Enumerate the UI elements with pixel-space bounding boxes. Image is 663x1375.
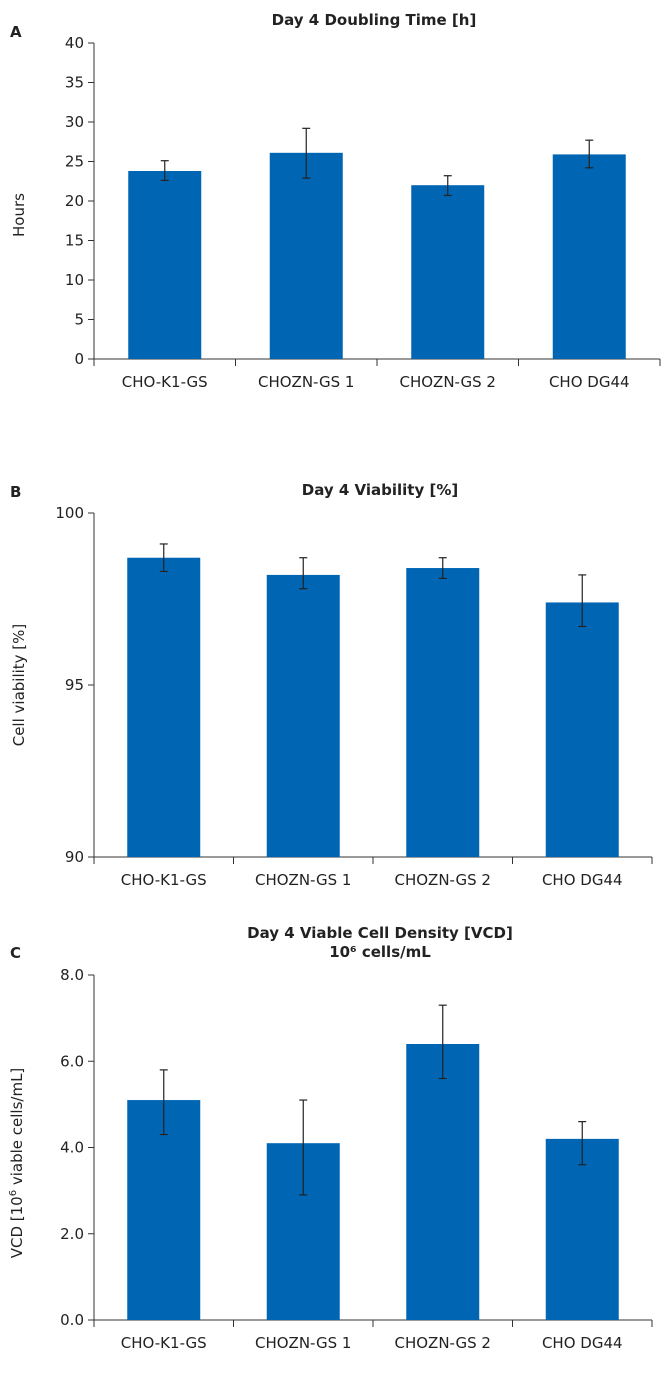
error-bar-a-4	[585, 139, 594, 169]
y-tick-label-b: 95	[65, 676, 84, 694]
category-label-b-2: CHOZN-GS 1	[255, 871, 351, 889]
y-tick-label-a: 40	[65, 34, 84, 52]
error-bar-a-3	[443, 175, 452, 197]
error-bar-b-3	[438, 557, 447, 579]
bar-b-1	[127, 557, 201, 857]
panel-letter-c: C	[10, 944, 21, 962]
category-label-a-2: CHOZN-GS 1	[258, 373, 354, 391]
chart-title-b: Day 4 Viability [%]	[302, 481, 458, 499]
y-axis-a: 0 5 10 15 20 25 30 35 40	[65, 34, 95, 368]
y-axis-label-c: VCD [106 viable cells/mL]	[8, 1068, 26, 1259]
category-label-a-4: CHO DG44	[549, 373, 630, 391]
category-label-c-3: CHOZN-GS 2	[395, 1334, 491, 1352]
category-label-b-4: CHO DG44	[542, 871, 623, 889]
y-tick-label-a: 5	[74, 311, 84, 329]
bar-b-3	[406, 568, 480, 857]
y-tick-label-b: 90	[65, 848, 84, 866]
y-axis-label-c-main: VCD [10	[8, 1196, 26, 1258]
x-axis-c	[93, 1319, 653, 1327]
chart-panel-c: C Day 4 Viable Cell Density [VCD] 10⁶ ce…	[8, 924, 653, 1352]
error-bar-b-4	[578, 574, 587, 628]
bar-a-4	[552, 154, 626, 359]
bar-c-1	[127, 1100, 201, 1320]
x-axis-a	[93, 358, 661, 366]
y-tick-label-c: 2.0	[60, 1225, 84, 1243]
error-bar-b-2	[299, 557, 308, 590]
bar-c-3	[406, 1044, 480, 1320]
chart-title-a: Day 4 Doubling Time [h]	[272, 11, 477, 29]
y-axis-label-a-main: Hours	[10, 193, 28, 237]
y-axis-label-c-rest: viable cells/mL]	[8, 1068, 26, 1190]
error-bar-a-1	[160, 160, 169, 182]
category-label-b-3: CHOZN-GS 2	[395, 871, 491, 889]
y-axis-label-a: Hours	[10, 193, 28, 237]
category-label-c-4: CHO DG44	[542, 1334, 623, 1352]
chart-panel-b: B Day 4 Viability [%] Cell viability [%]…	[10, 481, 653, 889]
error-bar-c-3	[438, 1004, 447, 1080]
y-tick-label-c: 4.0	[60, 1139, 84, 1157]
error-bar-c-4	[578, 1121, 587, 1166]
category-label-b-1: CHO-K1-GS	[121, 871, 207, 889]
y-tick-label-a: 0	[74, 350, 84, 368]
bar-b-4	[545, 602, 619, 857]
bar-c-4	[545, 1138, 619, 1320]
category-label-c-2: CHOZN-GS 1	[255, 1334, 351, 1352]
bar-a-1	[128, 170, 202, 359]
error-bar-c-1	[159, 1069, 168, 1136]
category-labels-b: CHO-K1-GS CHOZN-GS 1 CHOZN-GS 2 CHO DG44	[121, 871, 623, 889]
chart-title-c: Day 4 Viable Cell Density [VCD]	[247, 924, 513, 942]
y-tick-label-c: 0.0	[60, 1311, 84, 1329]
y-tick-label-a: 20	[65, 192, 84, 210]
y-tick-label-c: 6.0	[60, 1052, 84, 1070]
y-axis-label-b: Cell viability [%]	[10, 624, 28, 747]
error-bars-a	[160, 127, 594, 197]
chart-title-c-line2: 10⁶ cells/mL	[329, 943, 431, 961]
error-bar-c-2	[299, 1099, 308, 1196]
y-tick-label-a: 25	[65, 153, 84, 171]
y-tick-label-a: 35	[65, 74, 84, 92]
panel-letter-a: A	[10, 23, 22, 41]
bar-b-2	[266, 574, 340, 857]
category-label-a-1: CHO-K1-GS	[122, 373, 208, 391]
error-bar-a-2	[302, 127, 311, 179]
y-axis-b: 90 95 100	[55, 504, 95, 866]
category-label-a-3: CHOZN-GS 2	[400, 373, 496, 391]
y-axis-label-c-sup: 6	[8, 1190, 19, 1196]
y-tick-label-c: 8.0	[60, 966, 84, 984]
error-bars-c	[159, 1004, 587, 1196]
y-tick-label-a: 10	[65, 271, 84, 289]
error-bar-b-1	[159, 543, 168, 573]
category-labels-c: CHO-K1-GS CHOZN-GS 1 CHOZN-GS 2 CHO DG44	[121, 1334, 623, 1352]
error-bars-b	[159, 543, 587, 628]
y-axis-c: 0.0 2.0 4.0 6.0 8.0	[60, 966, 95, 1329]
x-axis-b	[93, 856, 653, 864]
y-tick-label-a: 30	[65, 113, 84, 131]
y-axis-label-b-main: Cell viability [%]	[10, 624, 28, 747]
chart-panel-a: A Day 4 Doubling Time [h] Hours 0 5 10 15 20…	[10, 11, 661, 391]
category-labels-a: CHO-K1-GS CHOZN-GS 1 CHOZN-GS 2 CHO DG44	[122, 373, 630, 391]
bar-a-3	[411, 185, 485, 359]
bar-a-2	[269, 152, 343, 359]
bars-c	[127, 1044, 619, 1320]
y-tick-label-b: 100	[55, 504, 84, 522]
panel-letter-b: B	[10, 483, 21, 501]
bars-b	[127, 557, 619, 857]
bars-a	[128, 152, 626, 359]
category-label-c-1: CHO-K1-GS	[121, 1334, 207, 1352]
y-tick-label-a: 15	[65, 232, 84, 250]
